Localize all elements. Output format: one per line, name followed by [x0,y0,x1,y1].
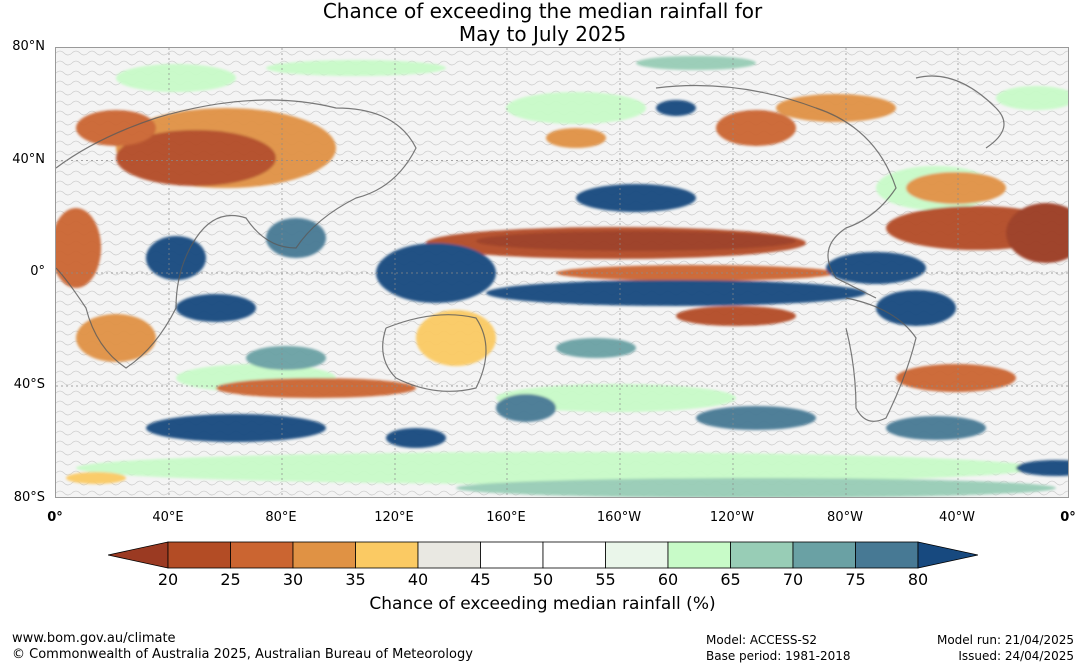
anomaly-fields [56,56,1068,497]
colorbar-tick-label: 65 [720,570,741,589]
footer-url: www.bom.gov.au/climate [12,631,176,646]
colorbar-tick-label: 40 [407,570,429,589]
colorbar-title: Chance of exceeding median rainfall (%) [369,594,716,614]
lon-label-80e: 80°E [265,510,297,525]
lat-label-80s: 80°S [13,490,45,505]
colorbar-tick-label: 30 [282,570,304,589]
colorbar-tick-label: 20 [157,570,179,589]
lon-label-120w: 120°W [709,510,755,525]
colorbar-cell-30-35 [292,541,356,569]
colorbar [108,541,978,569]
lat-label-80n: 80°N [12,39,45,54]
lon-label-0-west: 0° [47,510,63,525]
colorbar-cell-65-70 [730,541,794,569]
lat-label-40n: 40°N [12,152,45,167]
lon-label-80w: 80°W [827,510,863,525]
lat-label-equator: 0° [30,264,45,279]
colorbar-cell-50-55 [542,541,606,569]
colorbar-tick-label: 45 [470,570,491,589]
colorbar-tick-label: 55 [595,570,616,589]
map-title-line-2: May to July 2025 [458,22,627,46]
lon-label-40e: 40°E [152,510,184,525]
map-grid [56,48,1068,497]
colorbar-arrow-low [108,541,169,569]
colorbar-cell-70-75 [792,541,856,569]
lon-label-160e: 160°E [486,510,526,525]
footer-base-period: Base period: 1981-2018 [706,649,851,663]
rainfall-map [55,47,1069,498]
rainfall-map-graphic [56,48,1068,497]
colorbar-tick-label: 80 [907,570,929,589]
colorbar-tick-label: 75 [845,570,866,589]
coastlines [56,75,1005,422]
colorbar-tick-label: 25 [220,570,241,589]
colorbar-cell-25-30 [230,541,294,569]
map-title-line-1: Chance of exceeding the median rainfall … [322,0,763,23]
colorbar-cell-60-65 [667,541,731,569]
footer-copyright: © Commonwealth of Australia 2025, Austra… [12,647,473,662]
footer-model-run: Model run: 21/04/2025 [936,633,1074,647]
colorbar-cell-45-50 [480,541,544,569]
colorbar-cell-75-80 [855,541,919,569]
colorbar-tick-label: 60 [657,570,679,589]
footer-model: Model: ACCESS-S2 [706,633,818,647]
colorbar-tick-label: 70 [782,570,804,589]
lon-label-160w: 160°W [596,510,642,525]
colorbar-cell-40-45 [417,541,481,569]
map-title: Chance of exceeding the median rainfall … [0,0,1085,46]
colorbar-cell-55-60 [605,541,669,569]
colorbar-arrow-high [917,541,978,569]
colorbar-tick-label: 35 [345,570,366,589]
colorbar-cell-35-40 [355,541,419,569]
lon-label-40w: 40°W [939,510,975,525]
colorbar-tick-label: 50 [532,570,554,589]
lat-label-40s: 40°S [13,377,45,392]
colorbar-cell-20-25 [167,541,231,569]
colorbar-cells [108,541,978,569]
footer-issued: Issued: 24/04/2025 [958,649,1074,663]
lon-label-0-east: 0° [1060,510,1076,525]
lon-label-120e: 120°E [374,510,414,525]
